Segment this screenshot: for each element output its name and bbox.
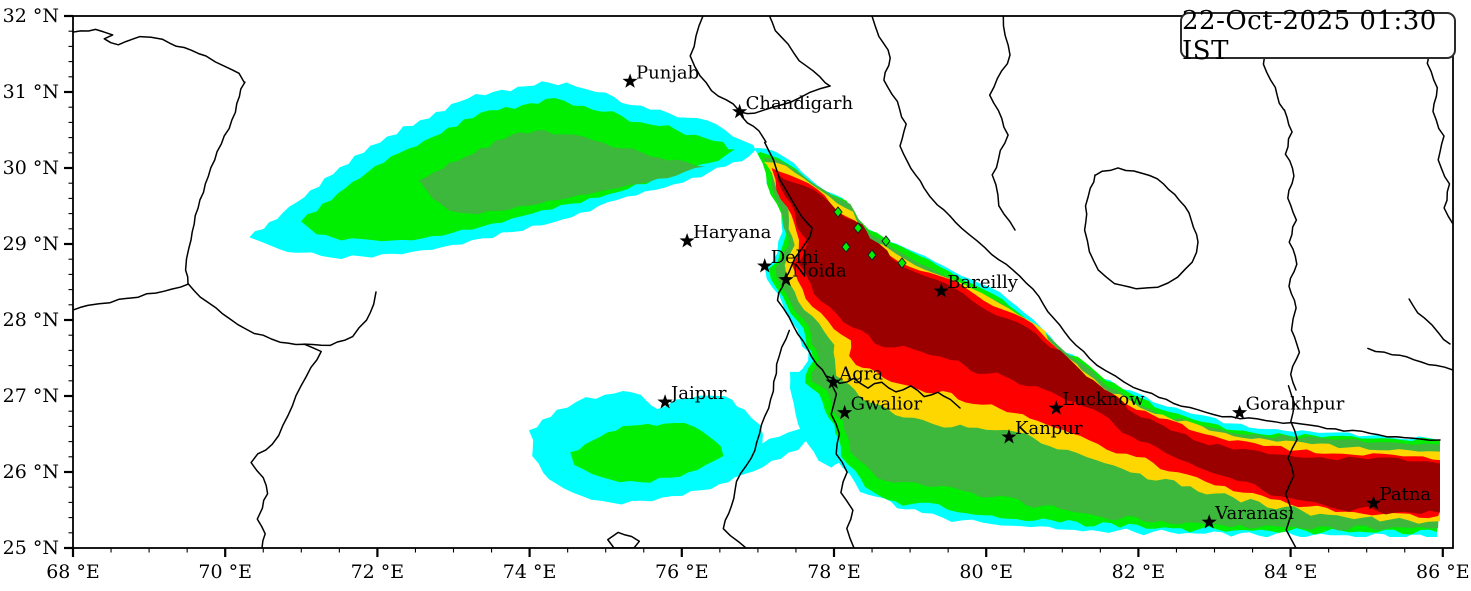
x-tick-label: 70 °E [198, 561, 252, 583]
x-tick-label: 80 °E [959, 561, 1013, 583]
y-tick-label: 25 °N [3, 537, 59, 559]
contour-mark-2 [881, 235, 891, 247]
x-tick-label: 78 °E [807, 561, 861, 583]
contour-mark-5 [867, 249, 877, 261]
fog-patch-2 [418, 130, 706, 215]
axes: 68 °E 70 °E 72 °E 74 °E 76 °E 78 °E 80 °E 82 °E… [3, 5, 1470, 583]
city-star-jaipur [657, 394, 673, 409]
x-tick-label: 76 °E [655, 561, 709, 583]
city-label-punjab: Punjab [636, 62, 699, 83]
city-star-punjab [622, 73, 638, 88]
x-tick-label: 84 °E [1264, 561, 1318, 583]
boundary-15 [1284, 385, 1298, 548]
city-label-patna: Patna [1380, 484, 1432, 505]
city-label-agra: Agra [838, 363, 883, 384]
y-tick-label: 32 °N [3, 5, 59, 27]
city-label-jaipur: Jaipur [669, 383, 727, 404]
city-label-kanpur: Kanpur [1015, 418, 1083, 439]
city-label-haryana: Haryana [693, 222, 772, 243]
x-tick-label: 82 °E [1112, 561, 1166, 583]
y-tick-label: 26 °N [3, 461, 59, 483]
timestamp-badge: 22-Oct-2025 01:30 IST [1180, 6, 1456, 66]
city-label-varanasi: Varanasi [1214, 503, 1294, 524]
city-label-chandigarh: Chandigarh [746, 93, 854, 114]
x-tick-label: 72 °E [351, 561, 405, 583]
city-star-gorakhpur [1232, 404, 1248, 420]
boundary-lines [73, 16, 1453, 548]
contour-mark-4 [897, 257, 907, 269]
boundary-3 [187, 283, 322, 548]
boundary-5 [689, 16, 767, 143]
city-star-noida [778, 271, 794, 287]
city-label-lucknow: Lucknow [1062, 389, 1145, 410]
y-tick-label: 29 °N [3, 233, 59, 255]
y-tick-label: 31 °N [3, 81, 59, 103]
timestamp-text: 22-Oct-2025 01:30 IST [1182, 5, 1437, 66]
y-tick-label: 30 °N [3, 157, 59, 179]
boundary-9 [825, 375, 961, 409]
boundary-17 [1083, 167, 1199, 290]
boundary-13 [871, 16, 951, 217]
boundary-11 [722, 329, 791, 548]
city-label-delhi: Delhi [771, 247, 819, 268]
y-tick-label: 28 °N [3, 309, 59, 331]
x-tick-label: 86 °E [1416, 561, 1470, 583]
x-tick-label: 74 °E [503, 561, 557, 583]
city-star-delhi [757, 258, 773, 273]
boundary-16 [988, 16, 1016, 231]
city-star-varanasi [1201, 514, 1217, 529]
city-star-lucknow [1048, 400, 1064, 415]
city-label-gorakhpur: Gorakhpur [1246, 394, 1345, 415]
fog-patch-5 [570, 423, 724, 483]
city-label-noida: Noida [792, 261, 847, 282]
fog-patch-6 [790, 365, 847, 468]
city-label-bareilly: Bareilly [947, 272, 1018, 293]
city-star-gwalior [837, 404, 853, 420]
city-star-chandigarh [732, 103, 748, 119]
contour-mark-3 [841, 241, 851, 253]
boundary-14 [949, 215, 1441, 442]
boundary-7 [768, 16, 831, 87]
boundary-2 [73, 283, 189, 311]
city-star-patna [1365, 495, 1382, 510]
boundary-21 [1408, 298, 1451, 345]
boundary-4 [303, 291, 377, 347]
city-star-agra [825, 374, 841, 389]
contour-mark-1 [853, 222, 863, 234]
fog-band-level-2 [761, 157, 1440, 531]
city-star-kanpur [1001, 429, 1017, 444]
boundary-8 [763, 141, 827, 377]
boundary-6 [739, 85, 831, 115]
boundary-1 [184, 81, 246, 285]
y-tick-label: 27 °N [3, 385, 59, 407]
boundary-0 [73, 28, 245, 83]
contour-mark-0 [833, 206, 843, 218]
fog-patch-4 [699, 426, 811, 483]
boundary-12 [607, 531, 641, 548]
city-label-gwalior: Gwalior [851, 394, 923, 415]
boundary-19 [1283, 109, 1301, 391]
boundary-10 [825, 375, 855, 548]
boundary-20 [1367, 347, 1453, 371]
fog-field [249, 81, 1440, 537]
map-frame [72, 15, 1454, 549]
city-star-bareilly [933, 283, 949, 298]
city-star-haryana [679, 233, 695, 248]
x-tick-label: 68 °E [46, 561, 100, 583]
fog-band-level-5 [777, 175, 1440, 515]
